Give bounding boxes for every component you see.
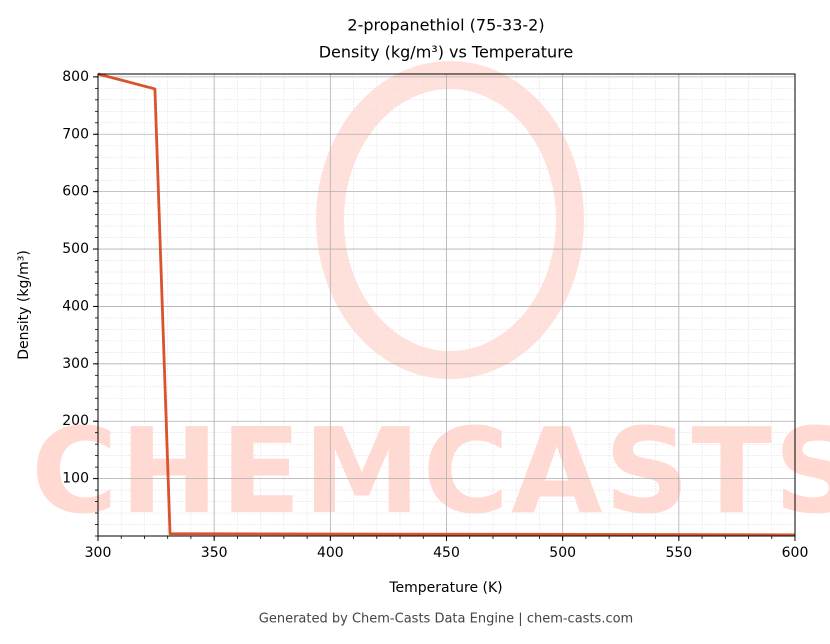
footer: Generated by Chem-Casts Data Engine | ch… [259, 612, 633, 627]
x-tick-label: 450 [433, 545, 460, 561]
plot-frame [97, 73, 796, 537]
x-axis-label: Temperature (K) [388, 580, 502, 596]
y-tick-label: 800 [62, 69, 89, 85]
watermark-logo [316, 61, 584, 379]
y-tick-label: 300 [62, 356, 89, 372]
x-tick-label: 300 [85, 545, 112, 561]
x-tick-label: 550 [665, 545, 692, 561]
y-tick-label: 700 [62, 126, 89, 142]
y-tick-label: 100 [62, 471, 89, 487]
chart-subtitle: Density (kg/m³) vs Temperature [319, 43, 574, 62]
y-tick-label: 600 [62, 184, 89, 200]
x-tick-label: 500 [549, 545, 576, 561]
chart-title: 2-propanethiol (75-33-2) [347, 16, 544, 35]
data-line [97, 72, 796, 537]
x-tick-label: 600 [782, 545, 809, 561]
y-tick-label: 400 [62, 298, 89, 314]
watermark: CHEMCASTS [31, 402, 830, 540]
x-tick-label: 400 [317, 545, 344, 561]
y-tick-label: 200 [62, 413, 89, 429]
y-tick-label: 500 [62, 241, 89, 257]
y-axis-label: Density (kg/m³) [16, 250, 32, 360]
x-tick-label: 350 [201, 545, 228, 561]
